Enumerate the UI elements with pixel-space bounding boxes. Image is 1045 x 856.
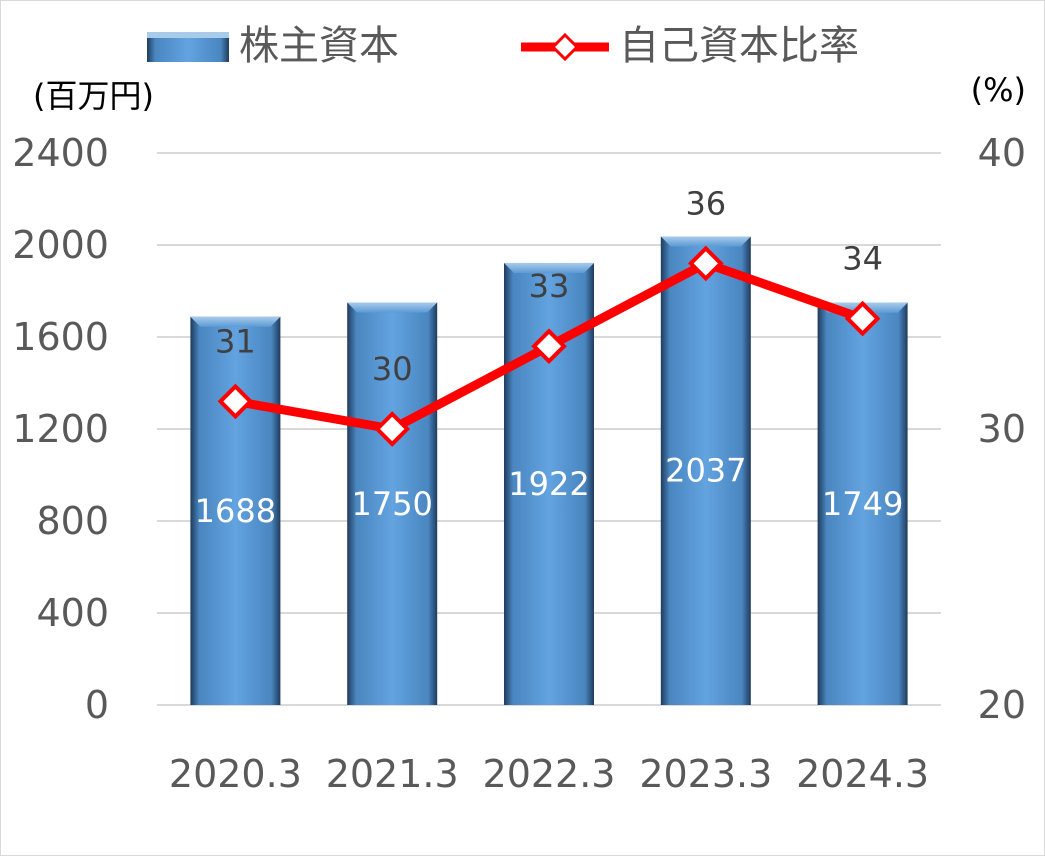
right-tick-label: 40	[978, 131, 1026, 175]
right-axis-unit: (%)	[971, 71, 1026, 109]
bar-body	[347, 302, 438, 705]
line-data-labels: 31 30 33 36 34	[215, 184, 883, 388]
bar-value-label: 1688	[195, 492, 276, 530]
bar	[190, 316, 281, 705]
right-tick-label: 20	[978, 683, 1026, 727]
x-axis-ticks: 2020.3 2021.3 2022.3 2023.3 2024.3	[169, 752, 929, 796]
x-tick-label: 2020.3	[169, 752, 302, 796]
x-tick-label: 2022.3	[483, 752, 616, 796]
left-tick-label: 1600	[12, 315, 109, 359]
bar	[347, 302, 438, 705]
x-tick-label: 2021.3	[326, 752, 459, 796]
legend-diamond-marker	[550, 32, 580, 62]
bar	[817, 302, 908, 705]
ratio-value-label: 34	[842, 240, 883, 278]
bar-data-labels: 1688 1750 1922 2037 1749	[195, 452, 904, 530]
x-tick-label: 2024.3	[796, 752, 929, 796]
legend-bar-label: 株主資本	[239, 23, 399, 69]
left-tick-label: 2400	[12, 131, 109, 175]
bar-top-bevel	[347, 302, 438, 313]
legend-line-label: 自己資本比率	[619, 23, 859, 69]
bars	[190, 236, 908, 706]
bar-top-bevel	[190, 316, 281, 327]
left-axis-unit: (百万円)	[33, 77, 154, 115]
bar-value-label: 2037	[665, 452, 746, 490]
ratio-marker	[531, 328, 567, 365]
bar-body	[660, 236, 751, 706]
bar-top-bevel	[504, 262, 594, 273]
left-tick-label: 0	[85, 683, 109, 727]
bar-value-label: 1749	[822, 485, 903, 523]
right-axis-ticks: 20 30 40	[978, 131, 1026, 727]
bar-value-label: 1922	[508, 465, 589, 503]
left-tick-label: 1200	[12, 407, 109, 451]
bar	[660, 236, 751, 706]
right-tick-label: 30	[978, 407, 1026, 451]
ratio-marker	[217, 383, 254, 420]
left-axis-ticks: 0 400 800 1200 1600 2000 2400	[12, 131, 109, 727]
left-tick-label: 2000	[12, 223, 109, 267]
ratio-marker	[844, 300, 881, 337]
legend: 株主資本 自己資本比率	[147, 23, 859, 69]
bar-body	[817, 302, 908, 705]
ratio-marker	[687, 245, 724, 282]
legend-item-line: 自己資本比率	[521, 23, 859, 69]
bar-body	[190, 316, 281, 705]
left-tick-label: 800	[36, 499, 109, 543]
ratio-value-label: 36	[685, 184, 726, 222]
legend-item-bar: 株主資本	[147, 23, 399, 69]
ratio-line	[217, 245, 881, 447]
ratio-marker	[374, 411, 411, 447]
ratio-value-label: 30	[372, 350, 413, 388]
left-tick-label: 400	[36, 591, 109, 635]
x-tick-label: 2023.3	[639, 752, 772, 796]
bar-value-label: 1750	[351, 485, 432, 523]
ratio-value-label: 33	[529, 267, 570, 305]
ratio-value-label: 31	[215, 322, 256, 360]
legend-bar-swatch-top	[147, 32, 229, 38]
bar-top-bevel	[660, 236, 751, 247]
